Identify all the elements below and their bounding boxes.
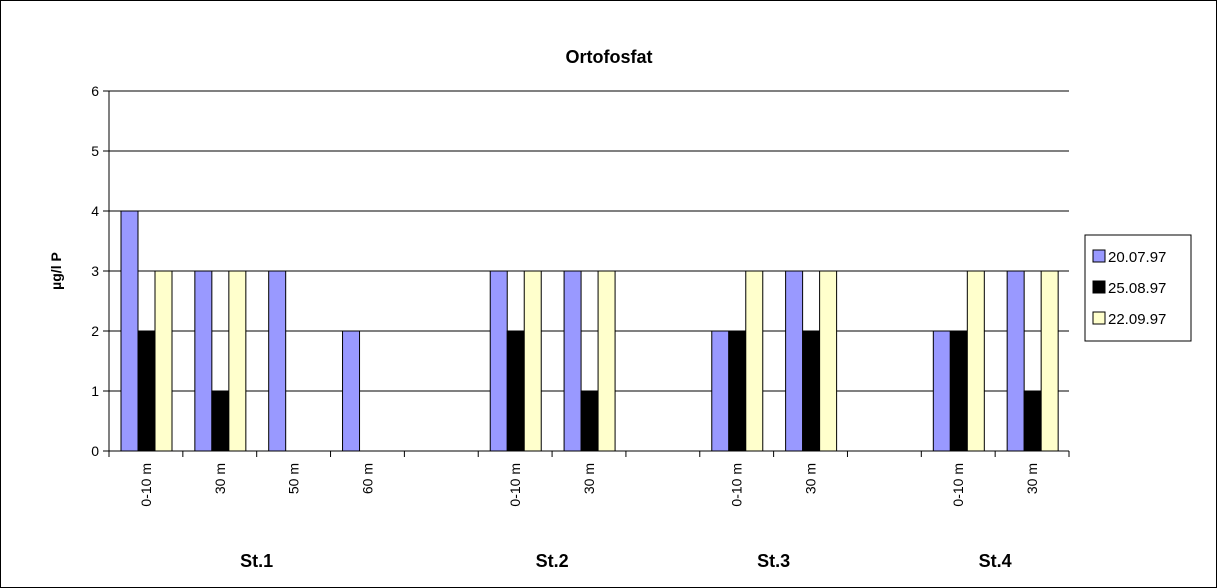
y-tick-label: 5 [91, 143, 99, 159]
bar-25.08.97-5 [506, 330, 525, 452]
legend-label: 20.07.97 [1108, 249, 1166, 266]
group-label: St.2 [536, 551, 569, 571]
y-axis-label: µg/l P [48, 252, 64, 290]
legend-swatch [1092, 280, 1106, 294]
bar-25.08.97-9 [802, 330, 821, 452]
x-tick-label: 0-10 m [729, 463, 745, 507]
bar-25.08.97-12 [1023, 390, 1042, 452]
bar-22.09.97-12 [1040, 270, 1059, 452]
bar-20.07.97-9 [785, 270, 804, 452]
legend-label: 25.08.97 [1108, 280, 1166, 297]
bar-22.09.97-9 [819, 270, 838, 452]
x-tick-label: 30 m [581, 463, 597, 494]
bar-20.07.97-1 [194, 270, 213, 452]
bar-25.08.97-8 [728, 330, 747, 452]
y-tick-label: 4 [91, 203, 99, 219]
x-tick-labels: 0-10 m 30 m 50 m 60 m 0-10 m 30 m 0-10 m 30 m 0-… [138, 463, 1040, 507]
legend-swatch [1092, 311, 1106, 325]
bars [120, 210, 1059, 452]
bar-20.07.97-12 [1006, 270, 1025, 452]
bar-22.09.97-8 [745, 270, 764, 452]
legend-label: 22.09.97 [1108, 311, 1166, 328]
x-tick-label: 30 m [803, 463, 819, 494]
x-tick-label: 0-10 m [138, 463, 154, 507]
group-labels: St.1 St.2 St.3 St.4 [240, 551, 1011, 571]
y-tick-label: 2 [91, 323, 99, 339]
y-tick-label: 6 [91, 83, 99, 99]
y-tick-labels: 0 1 2 3 4 5 6 [91, 83, 99, 459]
bar-22.09.97-5 [523, 270, 542, 452]
bar-20.07.97-0 [120, 210, 139, 452]
bar-22.09.97-11 [966, 270, 985, 452]
legend-swatch [1092, 249, 1106, 263]
bar-22.09.97-1 [228, 270, 247, 452]
group-label: St.4 [979, 551, 1012, 571]
group-label: St.1 [240, 551, 273, 571]
x-tick-label: 0-10 m [507, 463, 523, 507]
bar-22.09.97-6 [597, 270, 616, 452]
x-tick-label: 0-10 m [950, 463, 966, 507]
y-tick-label: 3 [91, 263, 99, 279]
x-tick-label: 30 m [1024, 463, 1040, 494]
bar-20.07.97-6 [563, 270, 582, 452]
y-tick-label: 1 [91, 383, 99, 399]
bar-20.07.97-8 [711, 330, 730, 452]
bar-20.07.97-2 [268, 270, 287, 452]
bar-20.07.97-11 [932, 330, 951, 452]
bar-22.09.97-0 [154, 270, 173, 452]
chart-title: Ortofosfat [566, 47, 653, 67]
bar-25.08.97-6 [580, 390, 599, 452]
bar-25.08.97-1 [211, 390, 230, 452]
bar-20.07.97-3 [342, 330, 361, 452]
x-tick-label: 50 m [286, 463, 302, 494]
bar-20.07.97-5 [489, 270, 508, 452]
axes [108, 91, 1070, 457]
bar-25.08.97-11 [949, 330, 968, 452]
y-tick-label: 0 [91, 443, 99, 459]
bar-25.08.97-0 [137, 330, 156, 452]
group-label: St.3 [757, 551, 790, 571]
legend: 20.07.97 25.08.97 22.09.97 [1084, 234, 1192, 342]
x-tick-label: 30 m [212, 463, 228, 494]
x-tick-label: 60 m [359, 463, 375, 494]
